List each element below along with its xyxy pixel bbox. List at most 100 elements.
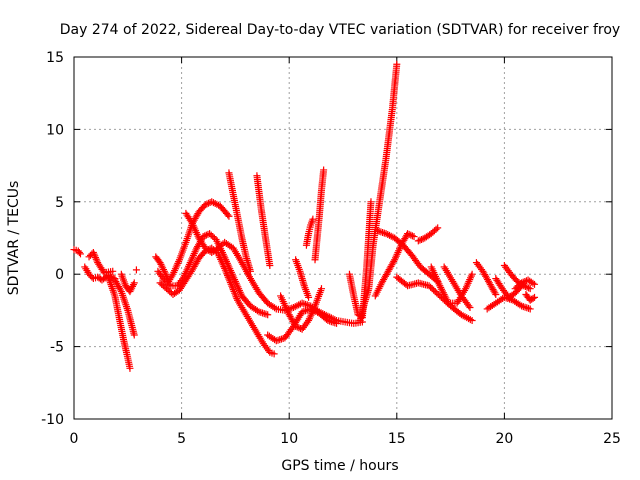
data-series-t17 (302, 215, 317, 249)
data-point (225, 212, 233, 220)
data-point (92, 255, 100, 263)
data-point (320, 166, 328, 174)
data-point (468, 317, 476, 325)
x-tick-label: 0 (70, 431, 79, 447)
data-point (531, 280, 539, 288)
plot-frame (73, 56, 613, 420)
data-point (204, 230, 212, 238)
data-point (414, 237, 422, 245)
data-point (404, 230, 412, 238)
y-tick-label: 10 (46, 122, 64, 138)
data-series-t10 (156, 244, 278, 358)
data-point (266, 262, 274, 270)
data-point (293, 323, 301, 331)
data-point (130, 279, 138, 287)
data-point (519, 278, 527, 286)
y-tick-label: 15 (46, 50, 64, 66)
data-series-t11 (182, 209, 366, 327)
data-series-t29 (492, 275, 526, 301)
chart-title: Day 274 of 2022, Sidereal Day-to-day VTE… (60, 22, 620, 38)
data-point (531, 293, 539, 301)
grid (74, 57, 612, 419)
x-tick-label: 20 (495, 431, 513, 447)
data-point (407, 231, 415, 239)
axis-ticks: 0 5 10 15 20 25 -10 -5 0 5 10 15 (41, 50, 621, 447)
data-point (408, 232, 416, 240)
data-point (270, 350, 278, 358)
x-tick-label: 25 (603, 431, 621, 447)
data-points (70, 60, 539, 372)
x-axis-label: GPS time / hours (281, 458, 398, 474)
data-point (76, 250, 84, 258)
data-point (292, 322, 300, 330)
y-tick-label: -5 (50, 340, 64, 356)
data-point (201, 201, 209, 209)
data-point (165, 280, 173, 288)
x-tick-label: 5 (177, 431, 186, 447)
data-point (92, 254, 100, 262)
data-point (91, 252, 99, 260)
data-series-t1 (70, 246, 84, 258)
data-series-t3 (85, 248, 117, 277)
data-series-t32 (522, 290, 539, 304)
data-series-t18 (311, 166, 328, 264)
data-point (317, 285, 325, 293)
data-point (492, 290, 500, 298)
data-point (305, 293, 313, 301)
data-point (89, 248, 97, 256)
data-point (367, 198, 375, 206)
data-series-t27 (472, 259, 500, 298)
y-axis-label: SDTVAR / TECUs (6, 181, 22, 296)
y-tick-label: 0 (55, 267, 64, 283)
data-point (246, 267, 254, 275)
data-series-t31 (511, 276, 539, 293)
data-point (99, 267, 107, 275)
data-point (201, 232, 209, 240)
data-series-t22 (373, 227, 442, 285)
data-point (529, 294, 537, 302)
x-tick-label: 10 (280, 431, 298, 447)
data-point (418, 235, 426, 243)
data-point (410, 233, 418, 241)
data-point (434, 224, 442, 232)
data-point (109, 267, 117, 275)
data-series-t5 (111, 276, 138, 339)
data-series-t20 (356, 60, 401, 325)
data-point (525, 284, 533, 292)
data-series-t24 (414, 224, 442, 245)
data-point (526, 305, 534, 313)
y-tick-label: -10 (41, 412, 64, 428)
data-series-t8 (152, 198, 233, 285)
data-point (390, 257, 398, 265)
data-point (75, 248, 83, 256)
data-point (160, 267, 168, 275)
data-point (224, 211, 232, 219)
data-series-t4 (104, 273, 134, 372)
data-point (271, 304, 279, 312)
data-point (523, 283, 531, 291)
data-point (526, 285, 534, 293)
data-series-t26 (440, 263, 474, 312)
data-point (161, 269, 169, 277)
data-series-t13 (253, 172, 274, 270)
data-series-t16 (292, 256, 313, 301)
data-point (518, 279, 526, 287)
data-point (116, 286, 124, 294)
data-point (529, 279, 537, 287)
data-point (264, 311, 272, 319)
data-point (432, 225, 440, 233)
data-series-t6 (117, 270, 138, 296)
data-point (465, 302, 473, 310)
data-point (491, 289, 499, 297)
data-point (405, 230, 413, 238)
data-series-t12 (225, 169, 254, 275)
data-point (132, 266, 140, 274)
y-tick-label: 5 (55, 195, 64, 211)
x-tick-label: 15 (388, 431, 406, 447)
data-series-t7 (132, 266, 140, 274)
data-point (90, 250, 98, 258)
data-point (130, 331, 138, 339)
data-point (309, 215, 317, 223)
data-series-t15 (277, 285, 325, 333)
